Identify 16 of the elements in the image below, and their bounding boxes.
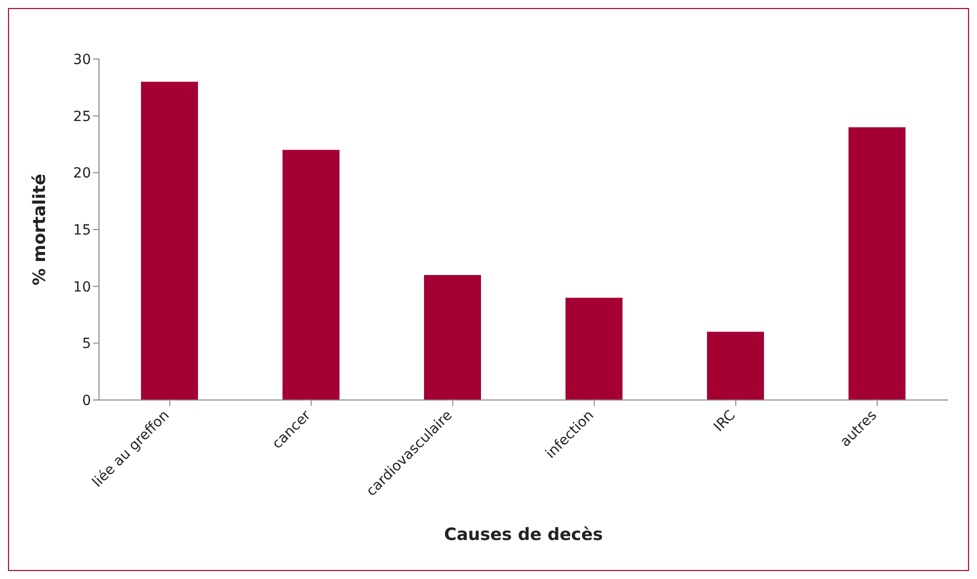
y-tick-label: 10: [73, 279, 91, 296]
y-tick-label: 0: [82, 392, 91, 409]
bar: [848, 127, 906, 400]
y-tick-label: 30: [73, 52, 91, 68]
bar: [424, 274, 481, 400]
y-tick-label: 25: [73, 108, 91, 125]
y-axis-title: % mortalité: [30, 174, 50, 286]
y-tick-label: 20: [73, 166, 91, 182]
bar: [141, 82, 198, 400]
x-axis-title: Causes de decès: [444, 525, 603, 545]
y-tick-label: 15: [73, 222, 91, 238]
bar: [566, 298, 622, 400]
bar: [707, 332, 764, 400]
bar: [282, 150, 340, 400]
x-tick-label: IRC: [711, 407, 739, 436]
y-tick-label: 5: [82, 336, 91, 352]
